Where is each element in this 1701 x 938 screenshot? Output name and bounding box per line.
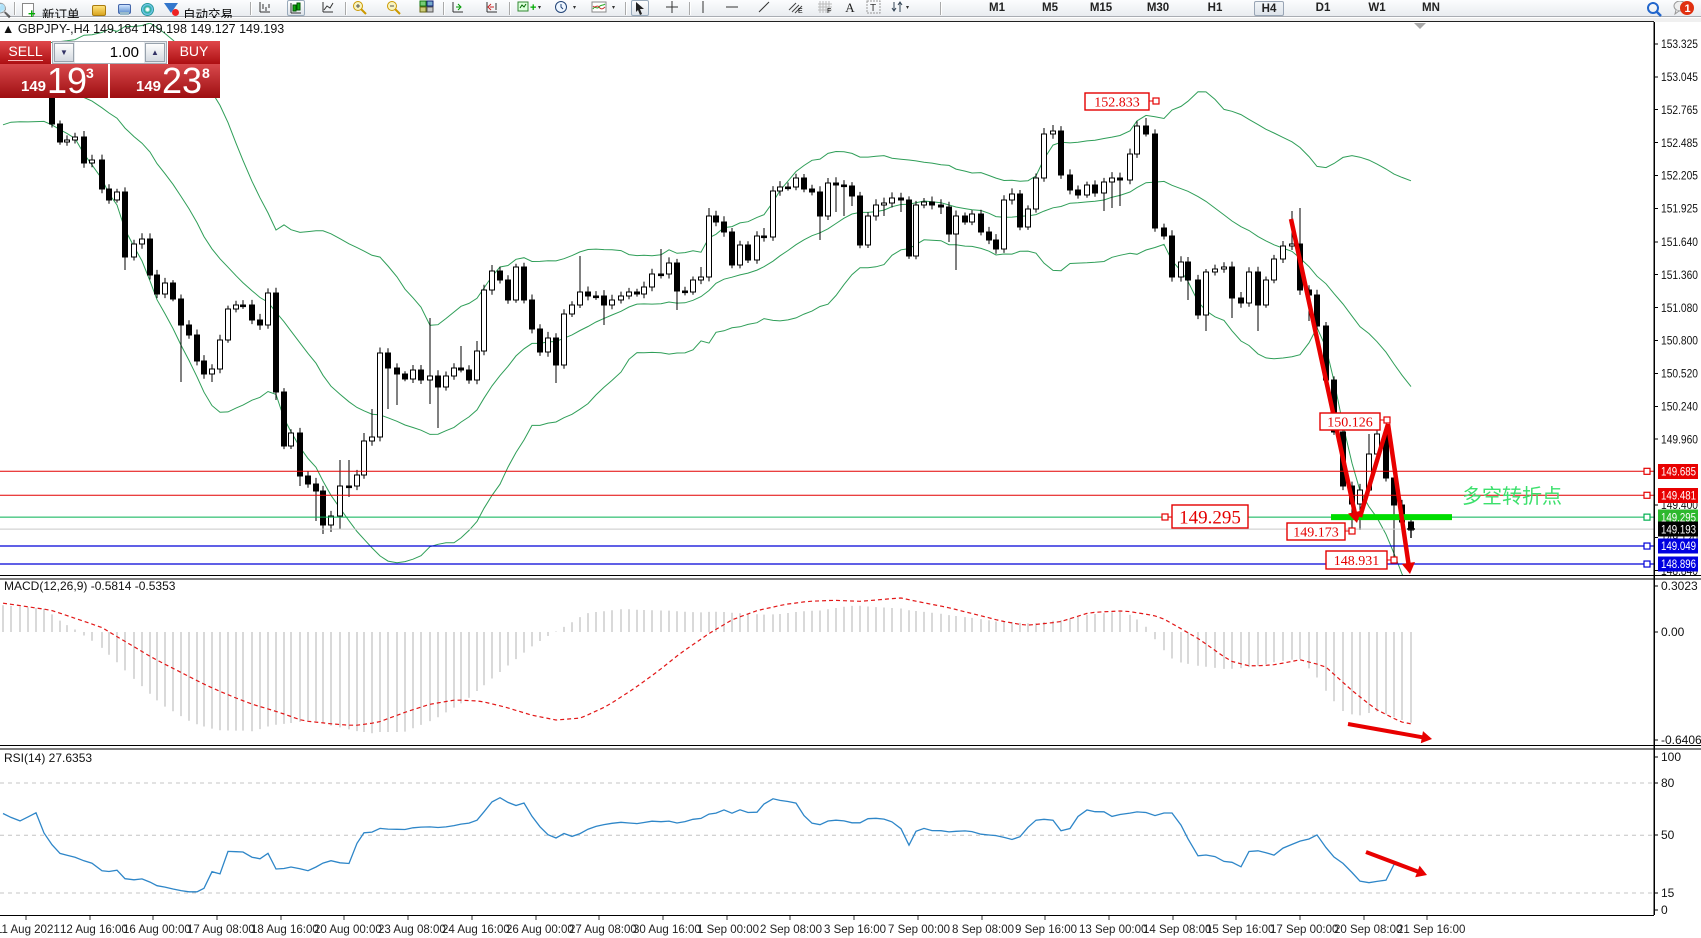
svg-text:153.325: 153.325 (1661, 39, 1698, 51)
svg-text:149.685: 149.685 (1661, 467, 1696, 479)
svg-text:20 Aug 00:00: 20 Aug 00:00 (314, 924, 382, 936)
svg-text:21 Sep 16:00: 21 Sep 16:00 (1397, 924, 1465, 936)
svg-text:F: F (827, 8, 831, 14)
svg-text:149.295: 149.295 (1179, 507, 1241, 528)
svg-text:0.3023: 0.3023 (1661, 579, 1698, 593)
svg-text:149.400: 149.400 (1661, 500, 1698, 512)
svg-text:多空转折点: 多空转折点 (1462, 485, 1562, 508)
svg-text:15: 15 (1661, 886, 1675, 900)
svg-text:24 Aug 16:00: 24 Aug 16:00 (442, 924, 510, 936)
svg-text:152.205: 152.205 (1661, 171, 1698, 183)
svg-text:149.193: 149.193 (1661, 524, 1696, 536)
svg-text:152.485: 152.485 (1661, 138, 1698, 150)
svg-text:13 Sep 00:00: 13 Sep 00:00 (1079, 924, 1147, 936)
svg-text:-0.6406: -0.6406 (1661, 733, 1701, 747)
svg-text:7 Sep 00:00: 7 Sep 00:00 (888, 924, 950, 936)
svg-text:149.049: 149.049 (1661, 541, 1696, 553)
svg-text:12 Aug 16:00: 12 Aug 16:00 (60, 924, 128, 936)
svg-text:149.173: 149.173 (1293, 526, 1339, 541)
svg-text:20 Sep 08:00: 20 Sep 08:00 (1334, 924, 1402, 936)
svg-text:148.896: 148.896 (1661, 559, 1696, 571)
svg-text:100: 100 (1661, 750, 1681, 764)
svg-text:150.240: 150.240 (1661, 402, 1698, 414)
svg-text:23 Aug 08:00: 23 Aug 08:00 (378, 924, 446, 936)
svg-text:149.960: 149.960 (1661, 434, 1698, 446)
svg-text:E: E (798, 8, 803, 14)
svg-text:152.765: 152.765 (1661, 105, 1698, 117)
svg-text:2 Sep 08:00: 2 Sep 08:00 (760, 924, 822, 936)
svg-text:150.520: 150.520 (1661, 369, 1698, 381)
svg-text:0.00: 0.00 (1661, 625, 1685, 639)
svg-text:148.931: 148.931 (1334, 554, 1380, 569)
svg-text:17 Aug 08:00: 17 Aug 08:00 (187, 924, 255, 936)
svg-text:3 Sep 16:00: 3 Sep 16:00 (824, 924, 886, 936)
svg-text:26 Aug 00:00: 26 Aug 00:00 (506, 924, 574, 936)
svg-text:18 Aug 16:00: 18 Aug 16:00 (251, 924, 319, 936)
svg-text:30 Aug 16:00: 30 Aug 16:00 (633, 924, 701, 936)
svg-text:1 Sep 00:00: 1 Sep 00:00 (697, 924, 759, 936)
svg-text:▲ GBPJPY-,H4 149.184 149.198: ▲ GBPJPY-,H4 149.184 149.198 149.127 149… (2, 22, 284, 36)
svg-text:50: 50 (1661, 828, 1675, 842)
svg-text:151.080: 151.080 (1661, 303, 1698, 315)
svg-text:RSI(14) 27.6353: RSI(14) 27.6353 (4, 751, 92, 765)
svg-text:11 Aug 2021: 11 Aug 2021 (0, 924, 60, 936)
svg-text:151.925: 151.925 (1661, 204, 1698, 216)
svg-text:17 Sep 00:00: 17 Sep 00:00 (1270, 924, 1338, 936)
svg-text:151.640: 151.640 (1661, 237, 1698, 249)
svg-text:0: 0 (1661, 903, 1668, 917)
svg-text:16 Aug 00:00: 16 Aug 00:00 (123, 924, 191, 936)
svg-text:153.045: 153.045 (1661, 72, 1698, 84)
svg-text:149.481: 149.481 (1661, 491, 1696, 503)
svg-text:MACD(12,26,9) -0.5814 -0.5353: MACD(12,26,9) -0.5814 -0.5353 (4, 579, 176, 593)
svg-text:152.833: 152.833 (1094, 96, 1140, 111)
svg-text:150.800: 150.800 (1661, 336, 1698, 348)
svg-text:T: T (870, 3, 876, 14)
svg-text:+: + (530, 2, 536, 14)
svg-text:150.126: 150.126 (1327, 416, 1373, 431)
svg-text:14 Sep 08:00: 14 Sep 08:00 (1143, 924, 1211, 936)
svg-text:151.360: 151.360 (1661, 270, 1698, 282)
svg-text:27 Aug 08:00: 27 Aug 08:00 (569, 924, 637, 936)
svg-text:15 Sep 16:00: 15 Sep 16:00 (1206, 924, 1274, 936)
svg-text:8 Sep 08:00: 8 Sep 08:00 (952, 924, 1014, 936)
svg-text:1: 1 (1685, 3, 1691, 15)
svg-text:9 Sep 16:00: 9 Sep 16:00 (1015, 924, 1077, 936)
svg-text:149.295: 149.295 (1661, 512, 1696, 524)
svg-text:80: 80 (1661, 776, 1675, 790)
